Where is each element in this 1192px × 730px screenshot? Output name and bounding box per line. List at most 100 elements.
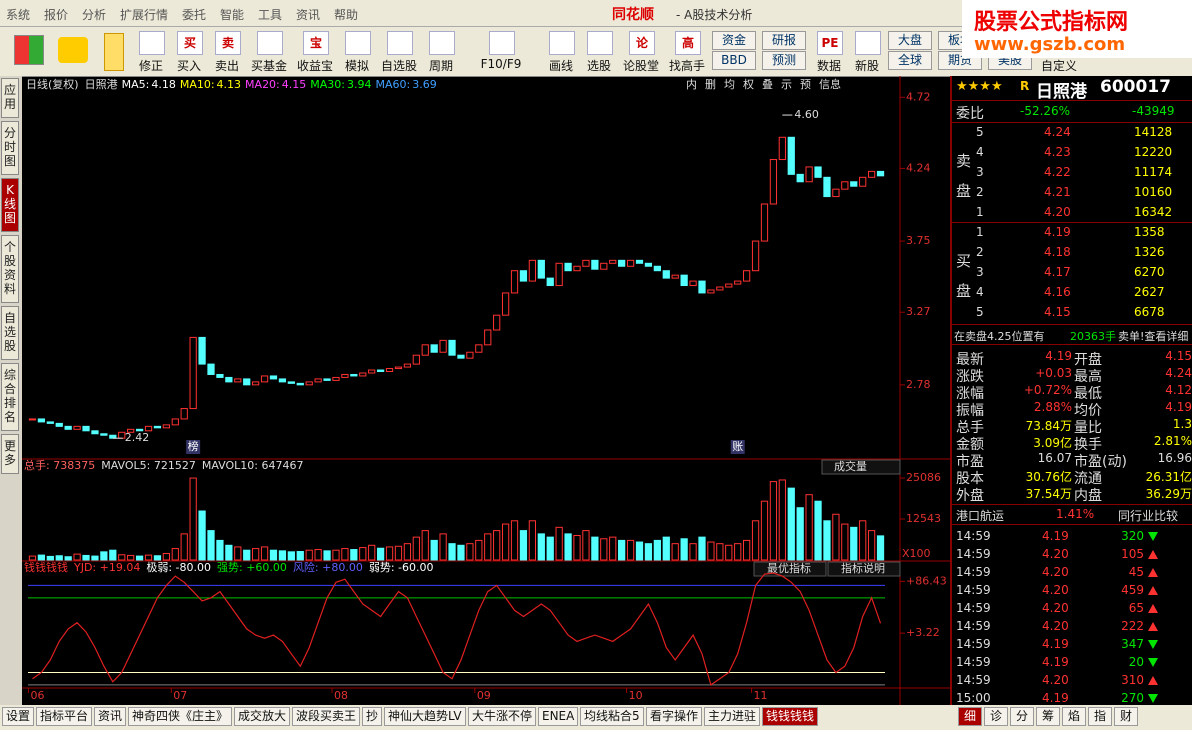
volume-bar	[189, 477, 197, 561]
toolbar-label[interactable]: 模拟	[344, 59, 369, 73]
bottom-tab[interactable]: 指标平台	[36, 707, 93, 726]
volume-bar	[457, 544, 465, 561]
candle	[171, 418, 179, 426]
bottom-tab[interactable]: 均线粘合5	[580, 707, 644, 726]
menu-item[interactable]: 智能	[220, 8, 245, 22]
toolbar-small-button[interactable]: 研报	[762, 31, 806, 50]
toolbar-icon[interactable]	[549, 31, 575, 55]
side-tab[interactable]: 综合排名	[1, 363, 19, 431]
toolbar-icon[interactable]: 卖	[215, 31, 241, 55]
toolbar-icon[interactable]	[855, 31, 881, 55]
notice-link[interactable]: 卖单!查看详细	[1118, 330, 1189, 343]
trade-price: 4.19	[1042, 691, 1069, 705]
toolbar-icon[interactable]	[429, 31, 455, 55]
volume-bar	[805, 494, 813, 561]
bottom-tab[interactable]: 设置	[2, 707, 35, 726]
volume-bar	[135, 555, 144, 561]
book-level: 1	[976, 205, 984, 219]
right-tab[interactable]: 财	[1114, 707, 1138, 726]
side-tab[interactable]: 更多	[1, 434, 19, 474]
toolbar-icon[interactable]: 宝	[303, 31, 329, 55]
menu-item[interactable]: 工具	[258, 8, 283, 22]
toolbar-label[interactable]: 选股	[586, 59, 611, 73]
bottom-tab[interactable]: 神奇四侠《庄主》	[128, 707, 233, 726]
toolbar-label[interactable]: 卖出	[214, 59, 239, 73]
toolbar-label[interactable]: 自选股	[380, 59, 417, 73]
bottom-tab[interactable]: 大牛涨不停	[468, 707, 537, 726]
volume-bar	[814, 500, 822, 561]
right-tab[interactable]: 焰	[1062, 707, 1086, 726]
side-tab[interactable]: 分时图	[1, 121, 19, 175]
header-text: MA30:	[310, 78, 345, 91]
menu-item[interactable]: 帮助	[334, 8, 359, 22]
toolbar-label[interactable]: F10/F9	[480, 57, 522, 71]
side-tab[interactable]: 应用	[1, 78, 19, 118]
right-tab[interactable]: 细	[958, 707, 982, 726]
bottom-tab[interactable]: 抄	[362, 707, 383, 726]
bottom-tab[interactable]: 资讯	[94, 707, 127, 726]
toolbar-icon[interactable]	[387, 31, 413, 55]
bottom-tab[interactable]: ENEA	[538, 707, 579, 726]
toolbar-label[interactable]: 买基金	[250, 59, 287, 73]
menu-item[interactable]: 报价	[44, 8, 69, 22]
right-tab[interactable]: 分	[1010, 707, 1034, 726]
up-down-button[interactable]	[104, 33, 124, 71]
toolbar-small-button[interactable]: 全球	[888, 51, 932, 70]
toolbar-label[interactable]: 找高手	[668, 59, 705, 73]
toolbar-small-button[interactable]: 资金	[712, 31, 756, 50]
toolbar-label[interactable]: 周期	[428, 59, 453, 73]
ad-banner: 股票公式指标网 www.gszb.com	[962, 0, 1192, 58]
volume-bar	[850, 526, 858, 561]
bottom-tab[interactable]: 波段买卖王	[292, 707, 361, 726]
side-tab[interactable]: 个股资料	[1, 235, 19, 303]
industry-compare[interactable]: 同行业比较	[1118, 509, 1179, 523]
candle	[501, 292, 510, 316]
toolbar-icon[interactable]: 买	[177, 31, 203, 55]
candle	[591, 259, 599, 270]
bottom-tab[interactable]: 成交放大	[234, 707, 291, 726]
toolbar-icon[interactable]	[587, 31, 613, 55]
volume-bar	[876, 535, 885, 561]
side-tab[interactable]: K线图	[1, 178, 19, 232]
back-button[interactable]	[58, 37, 88, 63]
toolbar-label[interactable]: 收益宝	[296, 59, 333, 73]
trade-volume: 459	[1121, 583, 1144, 597]
toolbar-small-button[interactable]: BBD	[712, 51, 756, 70]
toolbar-icon[interactable]	[139, 31, 165, 55]
right-tab[interactable]: 指	[1088, 707, 1112, 726]
grid-icon[interactable]	[14, 35, 44, 65]
toolbar-label[interactable]: 论股堂	[622, 59, 659, 73]
candle	[537, 259, 545, 279]
menu-item[interactable]: 系统	[6, 8, 31, 22]
trade-price: 4.20	[1042, 547, 1069, 561]
toolbar-icon[interactable]: 论	[629, 31, 655, 55]
menu-item[interactable]: 资讯	[296, 8, 321, 22]
menu-item[interactable]: 扩展行情	[120, 8, 169, 22]
toolbar-small-button[interactable]: 预测	[762, 51, 806, 70]
side-tab[interactable]: 自选股	[1, 306, 19, 360]
header-text: MA10:	[180, 78, 215, 91]
toolbar-label[interactable]: 数据	[816, 59, 841, 73]
toolbar-label[interactable]: 画线	[548, 59, 573, 73]
book-price: 4.24	[1044, 125, 1071, 139]
bottom-tab[interactable]: 钱钱钱钱	[762, 707, 819, 726]
bottom-tab[interactable]: 看字操作	[646, 707, 703, 726]
toolbar-label[interactable]: 买入	[176, 59, 201, 73]
toolbar-icon[interactable]	[257, 31, 283, 55]
toolbar-label[interactable]: 修正	[138, 59, 163, 73]
right-tab[interactable]: 筹	[1036, 707, 1060, 726]
toolbar-icon[interactable]	[345, 31, 371, 55]
toolbar-small-button[interactable]: 大盘	[888, 31, 932, 50]
bottom-tab[interactable]: 主力进驻	[704, 707, 761, 726]
bottom-tab[interactable]: 神仙大趋势LV	[384, 707, 466, 726]
menu-item[interactable]: 分析	[82, 8, 107, 22]
right-tab[interactable]: 诊	[984, 707, 1008, 726]
toolbar-label[interactable]: 自定义	[1040, 59, 1077, 73]
toolbar-icon[interactable]: 高	[675, 31, 701, 55]
chart: 日线(复权) 日照港 MA5: 4.18 MA10: 4.13 MA20: 4.15 MA30:…	[22, 76, 950, 705]
volume-bar	[376, 547, 385, 561]
toolbar-label[interactable]: 新股	[854, 59, 879, 73]
toolbar-icon[interactable]: PE	[817, 31, 843, 55]
menu-item[interactable]: 委托	[182, 8, 207, 22]
toolbar-icon[interactable]	[489, 31, 515, 55]
